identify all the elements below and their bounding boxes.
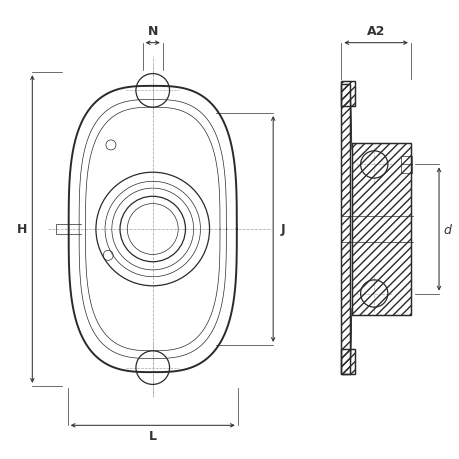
Bar bbox=[400, 157, 411, 173]
Text: L: L bbox=[148, 429, 157, 442]
Bar bbox=[341, 84, 350, 375]
Text: N: N bbox=[147, 25, 157, 38]
Bar bbox=[341, 350, 354, 375]
Text: A2: A2 bbox=[366, 25, 385, 38]
Bar bbox=[351, 143, 410, 316]
Text: J: J bbox=[280, 223, 285, 236]
Bar bbox=[341, 82, 354, 107]
Bar bbox=[341, 82, 354, 107]
Bar bbox=[341, 350, 354, 375]
Bar bbox=[341, 84, 350, 375]
Text: d: d bbox=[442, 223, 450, 236]
Text: H: H bbox=[17, 223, 28, 236]
Bar bbox=[351, 143, 410, 316]
